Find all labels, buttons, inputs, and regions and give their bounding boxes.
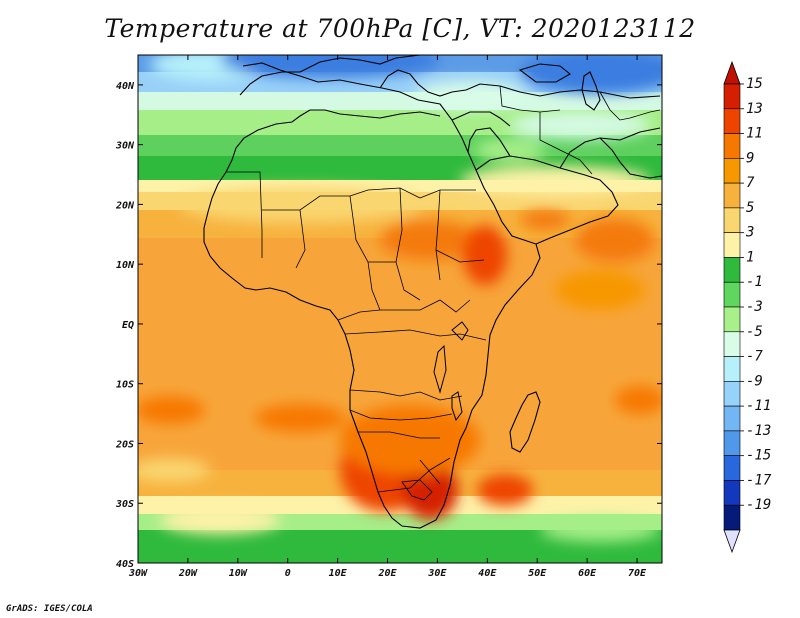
colorbar-swatch xyxy=(723,405,741,432)
lat-label: 40N xyxy=(116,81,135,92)
lon-label: 20E xyxy=(377,568,397,579)
colorbar-label: 5 xyxy=(746,200,754,216)
colorbar-swatch xyxy=(723,83,741,110)
colorbar-swatch xyxy=(723,257,741,283)
latitude-labels: 40N 30N 20N 10N EQ 10S 20S 30S 40S xyxy=(115,81,135,570)
lon-label: 40E xyxy=(478,568,497,579)
colorbar-swatch xyxy=(723,455,741,481)
lakes xyxy=(433,321,469,422)
axis-ticks xyxy=(137,55,662,564)
map-frame xyxy=(137,54,663,564)
lat-label: 20S xyxy=(115,439,134,450)
colorbar-swatch xyxy=(723,430,741,456)
colorbar-swatch xyxy=(723,232,741,258)
colorbar-label: -17 xyxy=(746,472,772,488)
lat-label: 40S xyxy=(116,559,134,570)
colorbar-label: 13 xyxy=(746,101,763,117)
lon-label: 10E xyxy=(329,568,348,579)
colorbar-swatch xyxy=(723,108,741,134)
colorbar-swatch xyxy=(723,133,741,159)
temperature-field xyxy=(138,55,662,563)
country-borders xyxy=(226,85,661,501)
longitude-labels: 30W 20W 10W 0 10E 20E 30E 40E 50E 60E 70E xyxy=(128,568,647,579)
colorbar-label: -5 xyxy=(746,324,763,340)
colorbar-label: -11 xyxy=(746,398,771,414)
map-title: Temperature at 700hPa [C], VT: 202012311… xyxy=(104,14,696,43)
coastlines xyxy=(203,55,662,529)
colorbar-label: 11 xyxy=(746,126,763,142)
colorbar-swatch xyxy=(723,504,741,531)
colorbar-swatch xyxy=(723,182,741,209)
colorbar-swatch xyxy=(723,281,741,308)
lat-label: 30N xyxy=(115,141,135,152)
colorbar-label: 1 xyxy=(746,249,754,265)
lon-label: 50E xyxy=(528,568,547,579)
colorbar-swatch xyxy=(723,381,741,407)
colorbar-label: 7 xyxy=(746,175,755,191)
colorbar-swatch xyxy=(723,331,741,357)
lat-label: 20N xyxy=(115,200,135,211)
lon-label: 0 xyxy=(285,568,291,579)
lat-label: 30S xyxy=(115,499,134,510)
colorbar-label: -19 xyxy=(746,497,771,513)
lon-label: 30E xyxy=(427,568,447,579)
lon-label: 70E xyxy=(628,568,647,579)
colorbar-swatch xyxy=(723,207,741,233)
colorbar-swatch xyxy=(723,158,741,184)
lat-label: EQ xyxy=(122,320,134,331)
colorbar-swatch xyxy=(723,306,741,333)
colorbar-label: -13 xyxy=(746,423,771,439)
colorbar-label: -3 xyxy=(746,299,763,315)
colorbar-label: -15 xyxy=(746,448,771,464)
lon-label: 30W xyxy=(128,568,148,579)
colorbar-label: -9 xyxy=(746,373,763,389)
lat-label: 10N xyxy=(116,260,135,271)
lat-label: 10S xyxy=(116,380,134,391)
colorbar-label: -7 xyxy=(746,349,763,365)
colorbar-labels: 15 13 11 9 7 5 3 1 -1 -3 -5 -7 -9 -11 -13 -15 -17 -19 xyxy=(740,76,772,513)
colorbar-swatch xyxy=(723,356,741,382)
colorbar xyxy=(723,60,741,554)
lon-label: 60E xyxy=(578,568,597,579)
grads-credit: GrADS: IGES/COLA xyxy=(6,604,93,614)
lon-label: 10W xyxy=(229,568,248,579)
colorbar-label: -1 xyxy=(746,274,763,290)
lon-label: 20W xyxy=(178,568,198,579)
colorbar-top-arrow xyxy=(723,60,741,85)
colorbar-label: 15 xyxy=(746,76,763,92)
colorbar-label: 9 xyxy=(746,150,754,166)
colorbar-label: 3 xyxy=(745,225,754,241)
colorbar-bottom-arrow xyxy=(723,529,741,554)
colorbar-swatch xyxy=(723,480,741,506)
